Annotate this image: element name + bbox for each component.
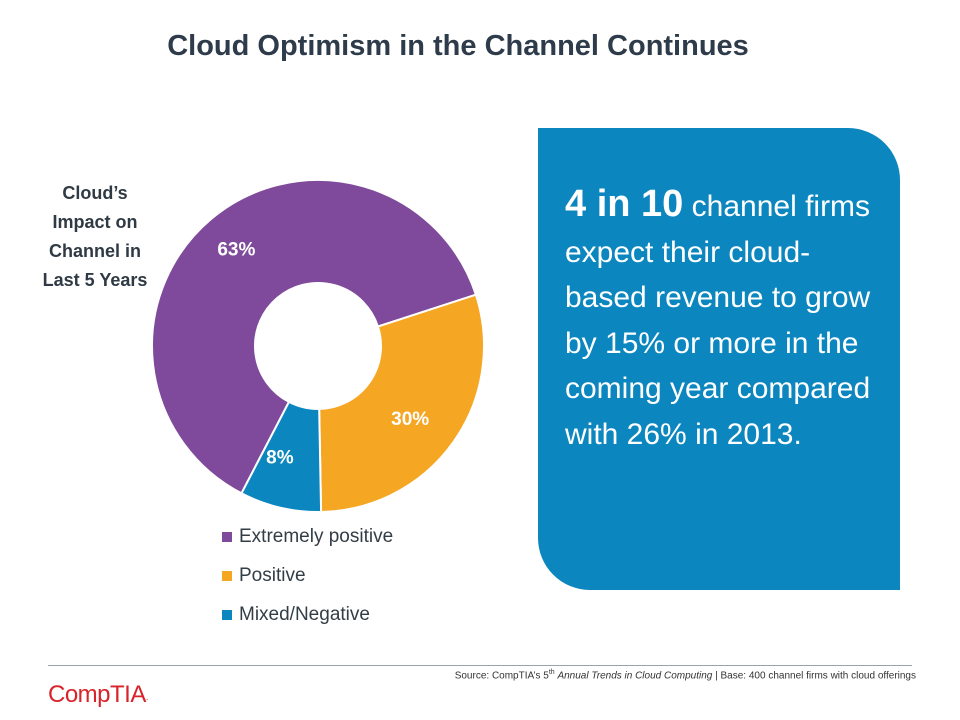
callout-box: 4 in 10 channel firms expect their cloud…	[538, 128, 900, 590]
legend-swatch	[222, 531, 232, 542]
chart-title-line: Channel in	[48, 241, 141, 261]
callout-highlight: 4 in 10	[565, 183, 684, 225]
slice-mixed-negative	[240, 400, 323, 513]
legend-item-mixed-negative: Mixed/Negative	[222, 595, 393, 634]
source-sup: th	[548, 669, 555, 676]
chart-legend: Extremely positive Positive Mixed/Negati…	[222, 517, 393, 634]
source-note: Source: CompTIA’s 5th Annual Trends in C…	[455, 669, 916, 681]
legend-label: Mixed/Negative	[239, 603, 370, 625]
slice-extremely-positive	[151, 179, 478, 495]
source-prefix: Source: CompTIA’s 5	[454, 670, 549, 682]
donut-chart: 63% 30% 8%	[151, 179, 485, 513]
logo-mark: .	[145, 692, 149, 702]
chart-title-line: Cloud’s	[62, 183, 128, 203]
data-label-positive: 30%	[391, 409, 429, 430]
comptia-logo: CompTIA.	[48, 681, 148, 709]
legend-swatch	[222, 570, 232, 581]
footer-divider	[48, 665, 912, 666]
legend-item-extremely-positive: Extremely positive	[222, 517, 393, 556]
slice-positive	[318, 293, 485, 513]
logo-text: CompTIA	[48, 681, 146, 708]
data-label-extremely-positive: 63%	[217, 240, 255, 261]
callout-text: channel firms expect their cloud-based r…	[565, 190, 871, 451]
source-report: Annual Trends in Cloud Computing	[557, 670, 713, 682]
chart-title-line: Impact on	[52, 212, 138, 232]
chart-title: Cloud’s Impact on Channel in Last 5 Year…	[32, 179, 158, 295]
chart-title-line: Last 5 Years	[42, 270, 148, 290]
page-title: Cloud Optimism in the Channel Continues	[167, 30, 749, 62]
source-suffix: | Base: 400 channel firms with cloud off…	[712, 670, 916, 682]
legend-item-positive: Positive	[222, 556, 393, 595]
legend-label: Extremely positive	[239, 525, 394, 547]
legend-label: Positive	[239, 564, 306, 586]
legend-swatch	[222, 609, 232, 620]
data-label-mixed-negative: 8%	[266, 448, 294, 469]
